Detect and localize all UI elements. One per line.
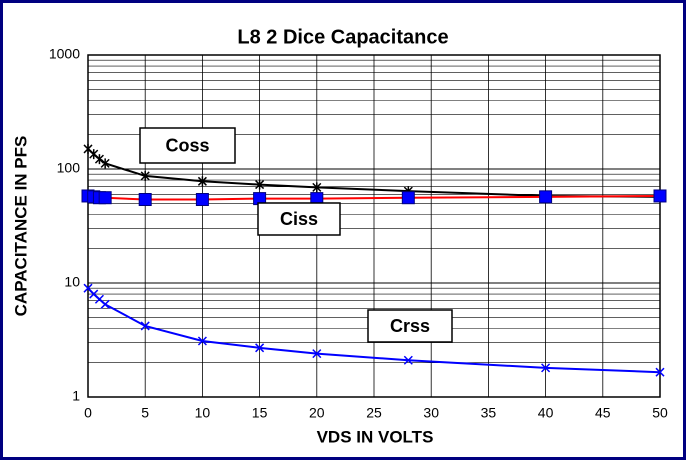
x-tick-label: 45 [595,405,611,421]
marker [312,182,322,193]
x-tick-label: 35 [481,405,497,421]
marker-stroke [255,343,265,353]
marker [653,189,667,203]
marker [138,193,152,207]
y-tick-label: 1000 [49,46,80,62]
x-tick-label: 30 [423,405,439,421]
legend-box [139,127,236,164]
legend-box [367,309,453,343]
marker [655,367,665,377]
marker-stroke [312,349,322,359]
marker [541,363,551,373]
x-tick-label: 25 [366,405,382,421]
marker [100,299,110,309]
marker [539,190,553,204]
y-tick-label: 1 [72,388,80,404]
chart-title: L8 2 Dice Capacitance [237,26,448,48]
marker [401,191,415,205]
marker-square [401,191,415,205]
marker-stroke [100,299,110,309]
marker [98,191,112,205]
x-axis-label: VDS IN VOLTS [317,427,434,446]
legend-label: Coss [165,135,209,155]
x-tick-label: 10 [195,405,211,421]
legend-box [257,202,341,236]
x-tick-label: 0 [84,405,92,421]
y-axis-label: CAPACITANCE IN PFS [11,136,30,317]
marker [197,336,207,346]
marker-square [138,193,152,207]
marker-stroke [89,289,99,299]
marker-stroke [140,321,150,331]
plot-border [87,54,661,398]
marker-square [653,189,667,203]
marker [140,321,150,331]
marker [255,179,265,190]
marker-stroke [94,294,104,304]
marker-stroke [403,355,413,365]
marker [403,355,413,365]
legend-label: Ciss [280,209,318,229]
marker [312,349,322,359]
marker-stroke [655,367,665,377]
x-tick-label: 20 [309,405,325,421]
marker [255,343,265,353]
marker-stroke [197,336,207,346]
marker [195,193,209,207]
marker [197,176,207,187]
y-tick-label: 100 [57,160,81,176]
marker-square [195,193,209,207]
marker-stroke [83,283,93,293]
x-tick-label: 5 [141,405,149,421]
marker-stroke [541,363,551,373]
marker [100,158,110,169]
x-tick-label: 15 [252,405,268,421]
marker-square [98,191,112,205]
y-tick-label: 10 [64,274,80,290]
legend-label: Crss [390,316,430,336]
marker [140,170,150,181]
marker [94,154,104,165]
x-tick-label: 40 [538,405,554,421]
x-tick-label: 50 [652,405,668,421]
marker-square [539,190,553,204]
